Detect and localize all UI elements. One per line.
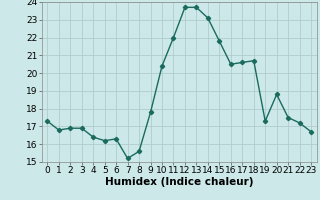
X-axis label: Humidex (Indice chaleur): Humidex (Indice chaleur) xyxy=(105,177,253,187)
